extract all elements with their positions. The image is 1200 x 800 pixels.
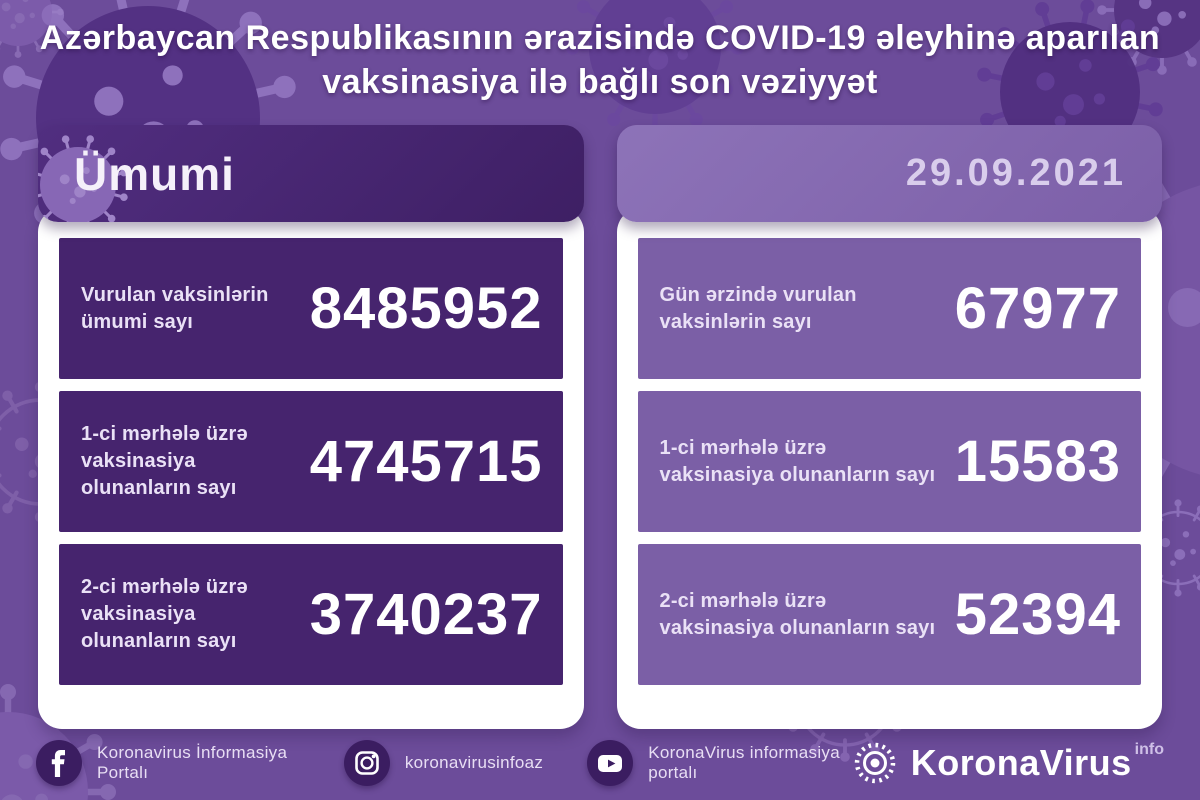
total-stats-panel: Ümumi Vurulan vaksinlərin ümumi sayı 848… — [38, 125, 584, 729]
virus-icon — [38, 135, 128, 222]
instagram-label: koronavirusinfoaz — [404, 753, 544, 772]
youtube-icon — [587, 740, 634, 786]
stat-value: 4745715 — [309, 429, 543, 494]
footer: Koronavirus İnformasiya Portalı koronavi… — [0, 726, 1200, 800]
stat-value: 8485952 — [309, 276, 543, 341]
youtube-link[interactable]: KoronaVirus informasiya portalı — [587, 740, 851, 786]
stat-card-total-second-dose: 2-ci mərhələ üzrə vaksinasiya olunanları… — [59, 544, 563, 685]
stat-card-total-vaccines: Vurulan vaksinlərin ümumi sayı 8485952 — [59, 238, 563, 379]
report-date: 29.09.2021 — [905, 152, 1126, 194]
facebook-label: Koronavirus İnformasiya Portalı — [97, 743, 288, 782]
total-panel-body: Vurulan vaksinlərin ümumi sayı 8485952 1… — [38, 208, 584, 729]
stat-label: 1-ci mərhələ üzrə vaksinasiya olunanları… — [659, 436, 936, 486]
daily-panel-header: 29.09.2021 — [616, 125, 1162, 222]
infographic-title: Azərbaycan Respublikasının ərazisində CO… — [0, 16, 1200, 104]
stat-card-daily-second-dose: 2-ci mərhələ üzrə vaksinasiya olunanları… — [637, 544, 1141, 685]
facebook-icon — [36, 740, 82, 786]
stat-label: Vurulan vaksinlərin ümumi sayı — [81, 283, 269, 333]
virus-icon — [854, 742, 896, 784]
daily-stats-panel: 29.09.2021 Gün ərzində vurulan vaksinlər… — [616, 125, 1162, 729]
daily-panel-body: Gün ərzində vurulan vaksinlərin sayı 679… — [616, 208, 1162, 729]
stat-card-total-first-dose: 1-ci mərhələ üzrə vaksinasiya olunanları… — [59, 391, 563, 532]
panel-title: Ümumi — [74, 147, 235, 200]
youtube-label: KoronaVirus informasiya portalı — [648, 743, 840, 782]
stat-card-daily-first-dose: 1-ci mərhələ üzrə vaksinasiya olunanları… — [637, 391, 1141, 532]
title-line-2: vaksinasiya ilə bağlı son vəziyyət — [322, 63, 878, 101]
stat-value: 52394 — [954, 582, 1121, 647]
stat-value: 15583 — [954, 429, 1121, 494]
facebook-link[interactable]: Koronavirus İnformasiya Portalı — [36, 740, 300, 786]
stat-label: 2-ci mərhələ üzrə vaksinasiya olunanları… — [659, 589, 936, 639]
title-line-1: Azərbaycan Respublikasının ərazisində CO… — [39, 19, 1161, 57]
stat-card-daily-vaccines: Gün ərzində vurulan vaksinlərin sayı 679… — [637, 238, 1141, 379]
stat-label: Gün ərzində vurulan vaksinlərin sayı — [659, 283, 857, 333]
koronavirus-info-logo: KoronaVirus info — [851, 739, 1164, 787]
stat-value: 67977 — [954, 276, 1121, 341]
total-panel-header: Ümumi — [38, 125, 584, 222]
instagram-link[interactable]: koronavirusinfoaz — [343, 740, 544, 786]
logo-text: KoronaVirus — [910, 742, 1132, 783]
stat-value: 3740237 — [309, 582, 543, 647]
instagram-icon — [343, 740, 390, 786]
stats-columns: Ümumi Vurulan vaksinlərin ümumi sayı 848… — [38, 125, 1162, 729]
stat-label: 2-ci mərhələ üzrə vaksinasiya olunanları… — [81, 576, 248, 652]
logo-superscript: info — [1134, 741, 1164, 758]
stat-label: 1-ci mərhələ üzrə vaksinasiya olunanları… — [81, 423, 248, 499]
